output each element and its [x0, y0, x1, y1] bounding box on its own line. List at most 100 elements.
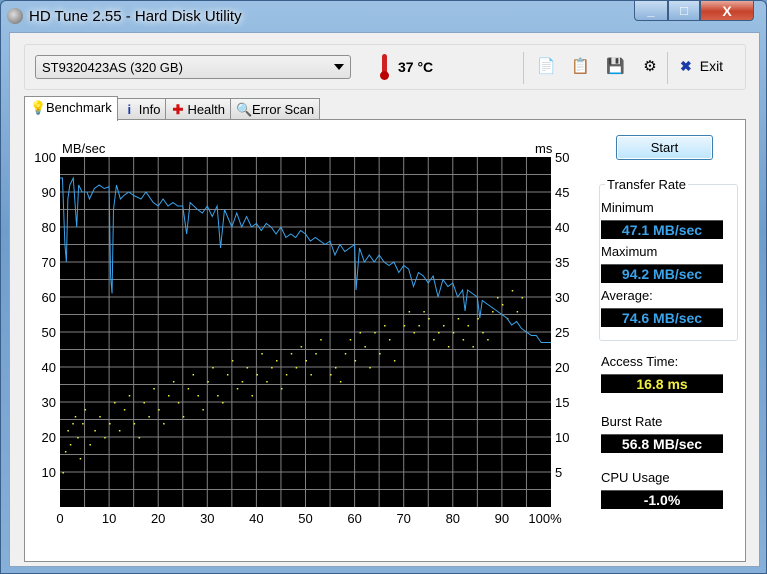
access-time-point — [222, 402, 224, 404]
access-time-point — [334, 367, 337, 369]
access-time-point — [433, 339, 435, 341]
access-time-point — [496, 297, 499, 299]
x-tick: 80 — [446, 511, 460, 526]
access-time-point — [408, 311, 411, 313]
y-tick-left: 20 — [42, 430, 56, 445]
access-time-point — [339, 381, 342, 383]
y-tick-left: 10 — [42, 465, 56, 480]
access-time-point — [231, 360, 234, 362]
tab-benchmark[interactable]: 💡Benchmark — [24, 96, 118, 121]
access-time-point — [384, 325, 386, 327]
options-icon[interactable]: ⚙ — [643, 58, 657, 75]
copy-info-icon[interactable]: 📄 — [537, 58, 556, 75]
access-time-point — [187, 388, 190, 390]
copy-screenshot-icon[interactable]: 📋 — [571, 58, 590, 75]
tab-error-scan[interactable]: 🔍Error Scan — [230, 98, 321, 120]
y-tick-right: 30 — [555, 290, 569, 305]
maximize-button[interactable]: □ — [668, 1, 700, 21]
x-tick: 20 — [151, 511, 165, 526]
access-time-point — [74, 416, 77, 418]
access-time-point — [82, 423, 84, 425]
y-tick-left: 80 — [42, 220, 56, 235]
y-axis-right-label: ms — [535, 141, 553, 156]
x-tick: 40 — [249, 511, 263, 526]
maximum-value: 94.2 MB/sec — [601, 264, 723, 283]
access-time-point — [423, 311, 425, 313]
tab-health[interactable]: ✚ Health — [165, 98, 232, 120]
tab-label: Error Scan — [252, 102, 315, 117]
access-time-point — [212, 367, 214, 369]
y-tick-left: 90 — [42, 185, 56, 200]
cpu-usage-label: CPU Usage — [601, 470, 670, 485]
tab-label: Health — [187, 102, 226, 117]
access-time-point — [89, 444, 91, 446]
average-label: Average: — [601, 288, 653, 303]
access-time-point — [428, 318, 430, 320]
burst-rate-label: Burst Rate — [601, 414, 663, 429]
x-tick: 0 — [56, 511, 63, 526]
save-icon[interactable]: 💾 — [606, 58, 625, 75]
drive-select[interactable]: ST9320423AS (320 GB) — [35, 55, 351, 79]
access-time-point — [349, 339, 352, 341]
bulb-icon: 💡 — [30, 100, 47, 115]
access-time-point — [133, 423, 136, 425]
access-time-point — [128, 395, 131, 397]
access-time-point — [477, 318, 479, 320]
start-button[interactable]: Start — [616, 135, 713, 160]
info-icon: i — [127, 102, 132, 117]
access-time-point — [109, 423, 111, 425]
access-time-point — [182, 416, 185, 418]
access-time-point — [413, 332, 416, 334]
y-tick-right: 5 — [555, 465, 562, 480]
access-time-point — [442, 325, 445, 327]
toolbar-divider — [523, 52, 524, 84]
tab-label: Info — [138, 102, 161, 117]
access-time-point — [67, 430, 69, 432]
x-tick: 100% — [528, 511, 562, 526]
x-tick: 90 — [495, 511, 509, 526]
title-bar[interactable]: HD Tune 2.55 - Hard Disk Utility _ □ X — [1, 1, 766, 33]
y-tick-right: 40 — [555, 220, 569, 235]
x-tick: 10 — [102, 511, 116, 526]
minimize-button[interactable]: _ — [634, 1, 668, 21]
access-time-point — [403, 325, 406, 327]
y-tick-left: 70 — [42, 255, 56, 270]
access-time-point — [79, 458, 82, 460]
access-time-point — [418, 325, 420, 327]
tab-info[interactable]: i Info — [116, 98, 167, 120]
benchmark-panel: MB/sec ms 10 20 30 40 50 60 70 80 90 100 5 10 15 20 25 30… — [24, 119, 746, 562]
access-time-point — [521, 297, 524, 299]
transfer-rate-line — [60, 176, 551, 343]
y-tick-right: 20 — [555, 360, 569, 375]
access-time-point — [153, 388, 155, 390]
access-time-point — [379, 353, 381, 355]
access-time-point — [472, 346, 474, 348]
access-time-point — [305, 360, 307, 362]
access-time-point — [330, 374, 332, 376]
access-time-point — [197, 395, 199, 397]
access-time-point — [118, 430, 121, 432]
transfer-rate-title: Transfer Rate — [605, 177, 688, 192]
benchmark-chart: MB/sec ms10203040506070809010051015202530… — [34, 141, 569, 526]
y-tick-left: 40 — [42, 360, 56, 375]
exit-button[interactable]: ✖ Exit — [680, 58, 723, 75]
access-time-point — [163, 423, 165, 425]
access-time-point — [158, 409, 160, 411]
x-tick: 50 — [298, 511, 312, 526]
access-time-point — [501, 304, 504, 306]
access-time-point — [320, 339, 322, 341]
minimum-label: Minimum — [601, 200, 654, 215]
access-time-point — [246, 367, 249, 369]
access-time-point — [266, 381, 268, 383]
access-time-point — [69, 444, 72, 446]
access-time-point — [315, 353, 317, 355]
thermometer-icon — [380, 54, 389, 80]
access-time-point — [123, 409, 126, 411]
access-time-point — [217, 395, 219, 397]
close-button[interactable]: X — [700, 1, 754, 21]
exit-label: Exit — [699, 58, 724, 74]
access-time-point — [452, 332, 455, 334]
access-time-point — [77, 437, 79, 439]
access-time-point — [285, 374, 288, 376]
